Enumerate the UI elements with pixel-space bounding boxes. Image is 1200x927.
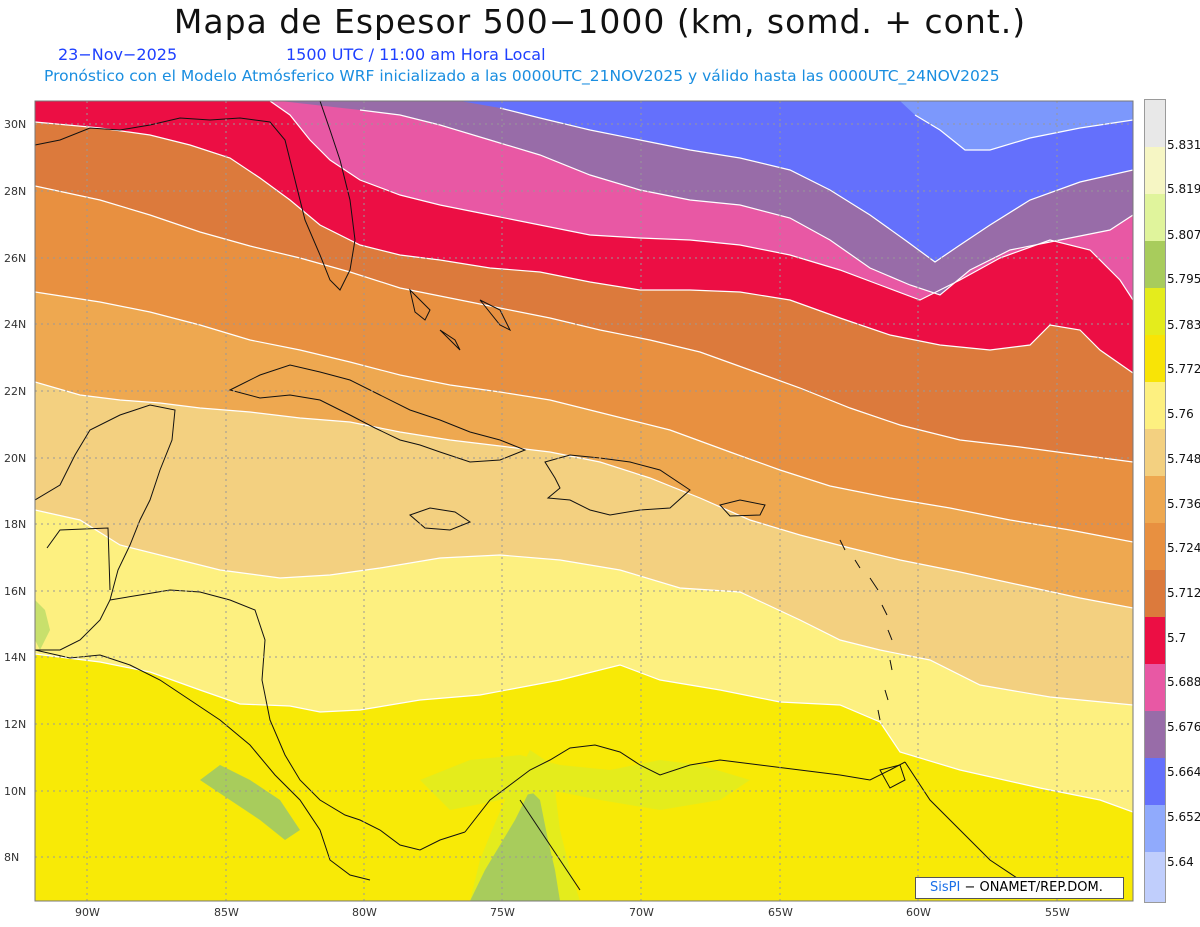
- field-5795-west: [35, 600, 50, 650]
- lon-tick-60w: 60W: [906, 906, 931, 919]
- legend-box-1: [1145, 147, 1165, 194]
- field-5807-andes: [470, 790, 560, 901]
- legend-label-3: 5.795: [1167, 272, 1200, 286]
- legend-box-12: [1145, 664, 1165, 711]
- legend-label-12: 5.688: [1167, 675, 1200, 689]
- credit-box: SisPI − ONAMET/REP.DOM.: [915, 877, 1124, 899]
- field-5664: [900, 101, 1133, 150]
- lat-tick-12n: 12N: [4, 718, 27, 731]
- legend-box-2: [1145, 194, 1165, 241]
- model-description: Pronóstico con el Modelo Atmósferico WRF…: [44, 67, 1000, 85]
- lat-tick-10n: 10N: [4, 785, 27, 798]
- lat-tick-30n: 30N: [4, 118, 27, 131]
- legend-box-7: [1145, 429, 1165, 476]
- legend-label-8: 5.736: [1167, 497, 1200, 511]
- field-5807-centam: [200, 765, 300, 840]
- map-frame: [34, 100, 1134, 902]
- graticule: [35, 101, 1133, 901]
- legend-box-9: [1145, 523, 1165, 570]
- legend-box-4: [1145, 288, 1165, 335]
- legend-box-11: [1145, 617, 1165, 664]
- legend-box-13: [1145, 711, 1165, 758]
- legend-label-1: 5.819: [1167, 182, 1200, 196]
- lon-tick-80w: 80W: [352, 906, 377, 919]
- shaded-fields: [35, 101, 1133, 901]
- forecast-date: 23−Nov−2025: [58, 45, 178, 64]
- legend-box-5: [1145, 335, 1165, 382]
- lon-tick-55w: 55W: [1045, 906, 1070, 919]
- legend-box-16: [1145, 852, 1165, 902]
- lon-tick-85w: 85W: [214, 906, 239, 919]
- legend-label-5: 5.772: [1167, 362, 1200, 376]
- map-title: Mapa de Espesor 500−1000 (km, somd. + co…: [173, 2, 1027, 41]
- lon-tick-65w: 65W: [768, 906, 793, 919]
- lat-tick-22n: 22N: [4, 385, 27, 398]
- lat-tick-14n: 14N: [4, 651, 27, 664]
- legend-label-9: 5.724: [1167, 541, 1200, 555]
- legend-box-14: [1145, 758, 1165, 805]
- legend-box-10: [1145, 570, 1165, 617]
- lat-tick-16n: 16N: [4, 585, 27, 598]
- sispi-brand: SisPI: [930, 880, 961, 895]
- coastlines: [35, 101, 1051, 896]
- lat-tick-8n: 8N: [4, 851, 20, 864]
- lat-tick-20n: 20N: [4, 452, 27, 465]
- legend-label-0: 5.831: [1167, 138, 1200, 152]
- legend-box-8: [1145, 476, 1165, 523]
- legend-label-11: 5.7: [1167, 631, 1187, 645]
- lat-tick-28n: 28N: [4, 185, 27, 198]
- legend-box-15: [1145, 805, 1165, 852]
- credit-text: − ONAMET/REP.DOM.: [960, 880, 1103, 895]
- lon-tick-70w: 70W: [629, 906, 654, 919]
- legend-label-10: 5.712: [1167, 586, 1200, 600]
- lat-tick-24n: 24N: [4, 318, 27, 331]
- lat-tick-18n: 18N: [4, 518, 27, 531]
- legend-label-6: 5.76: [1167, 407, 1194, 421]
- color-legend: [1144, 99, 1166, 903]
- legend-label-7: 5.748: [1167, 452, 1200, 466]
- legend-label-14: 5.664: [1167, 765, 1200, 779]
- legend-box-6: [1145, 382, 1165, 429]
- legend-label-2: 5.807: [1167, 228, 1200, 242]
- legend-label-15: 5.652: [1167, 810, 1200, 824]
- legend-box-0: [1145, 100, 1165, 147]
- lon-tick-90w: 90W: [75, 906, 100, 919]
- lon-tick-75w: 75W: [490, 906, 515, 919]
- lat-tick-26n: 26N: [4, 252, 27, 265]
- forecast-time: 1500 UTC / 11:00 am Hora Local: [286, 45, 546, 64]
- legend-label-16: 5.64: [1167, 855, 1194, 869]
- legend-label-4: 5.783: [1167, 318, 1200, 332]
- legend-box-3: [1145, 241, 1165, 288]
- legend-label-13: 5.676: [1167, 720, 1200, 734]
